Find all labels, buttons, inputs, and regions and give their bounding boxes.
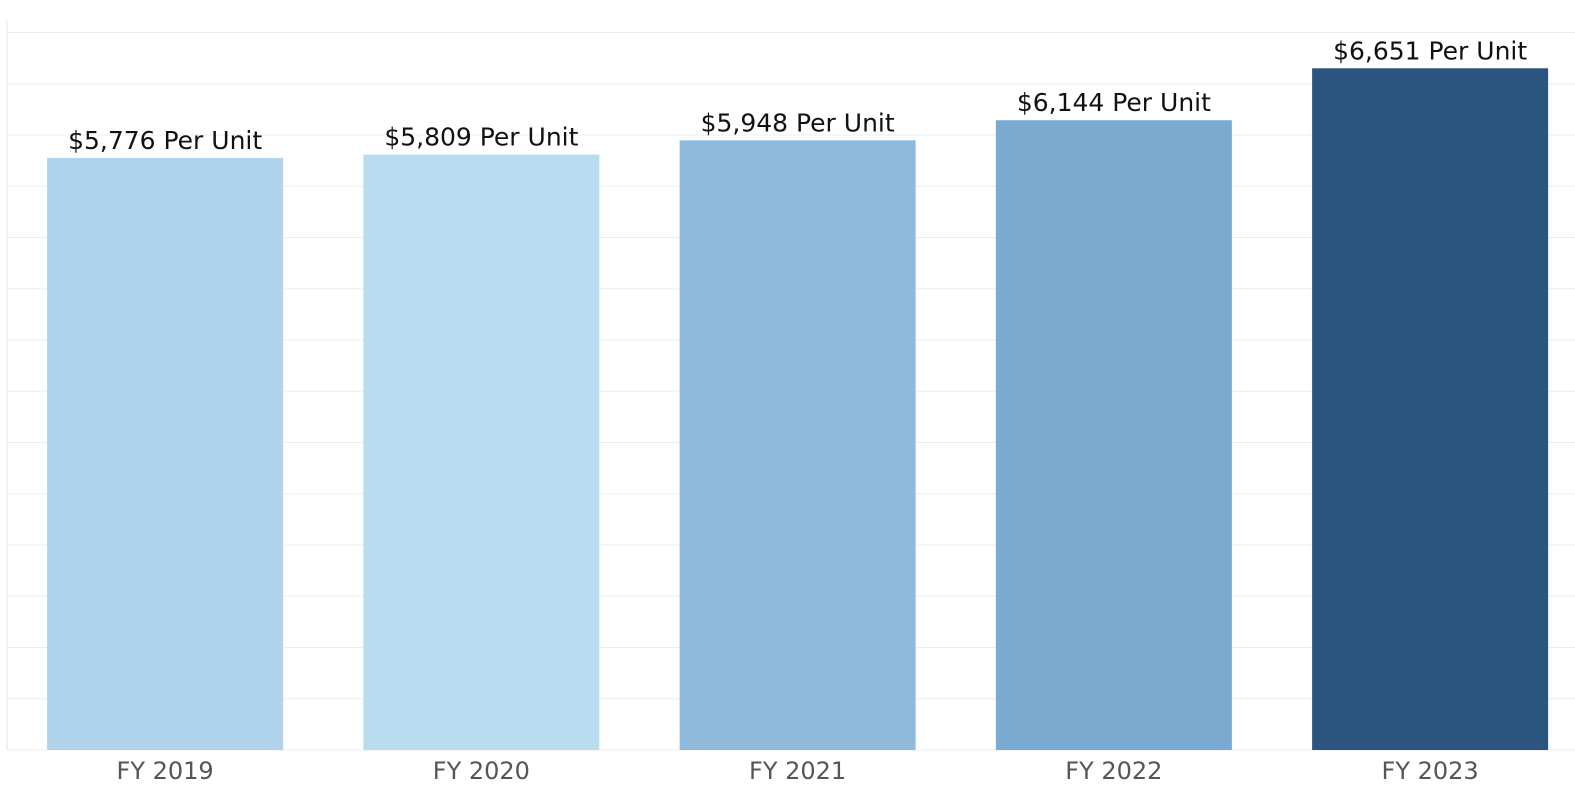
bar [363, 154, 600, 750]
bar [679, 140, 916, 750]
data-label: $5,948 Per Unit [701, 108, 895, 137]
x-tick-label: FY 2022 [1065, 757, 1162, 785]
data-label: $5,776 Per Unit [68, 126, 262, 155]
bar [1312, 68, 1549, 750]
x-tick-label: FY 2019 [117, 757, 214, 785]
x-tick-label: FY 2021 [749, 757, 846, 785]
x-tick-label: FY 2020 [433, 757, 530, 785]
data-label: $6,144 Per Unit [1017, 88, 1211, 117]
x-tick-label: FY 2023 [1382, 757, 1479, 785]
bar [995, 120, 1232, 751]
data-label: $5,809 Per Unit [384, 123, 578, 152]
bar [47, 157, 284, 750]
data-label: $6,651 Per Unit [1333, 36, 1527, 65]
